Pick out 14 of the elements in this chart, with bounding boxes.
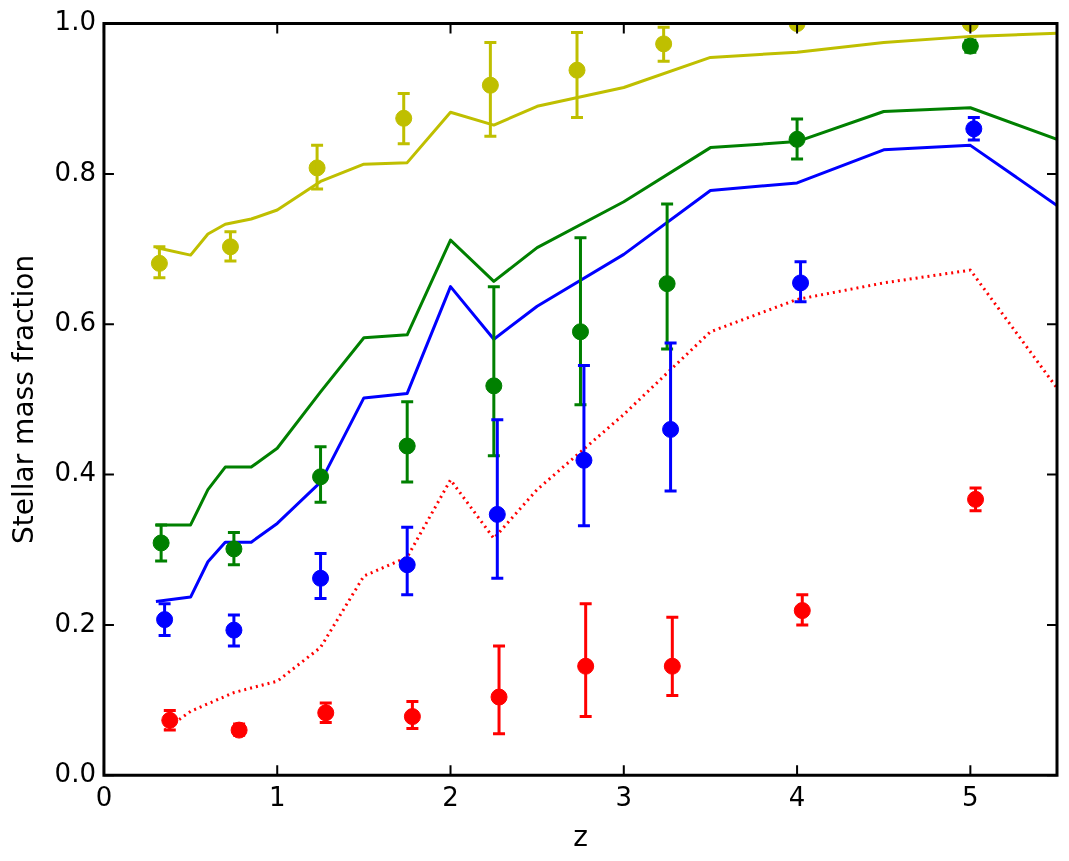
y-tick-label: 0.4 <box>54 457 96 488</box>
y-tick-label: 1.0 <box>54 6 96 37</box>
y-tick-label: 0.6 <box>54 306 96 337</box>
x-tick-label: 0 <box>95 781 113 812</box>
y-tick-label: 0.0 <box>54 757 96 788</box>
x-tick-label: 3 <box>615 781 633 812</box>
x-tick-label: 4 <box>788 781 806 812</box>
y-tick-label: 0.2 <box>54 607 96 638</box>
y-tick-label: 0.8 <box>54 156 96 187</box>
y-axis-title: Stellar mass fraction <box>7 254 41 544</box>
x-tick-label: 1 <box>268 781 286 812</box>
x-axis-title: z <box>573 820 588 854</box>
x-tick-label: 2 <box>442 781 459 812</box>
x-tick-label: 5 <box>962 781 979 812</box>
